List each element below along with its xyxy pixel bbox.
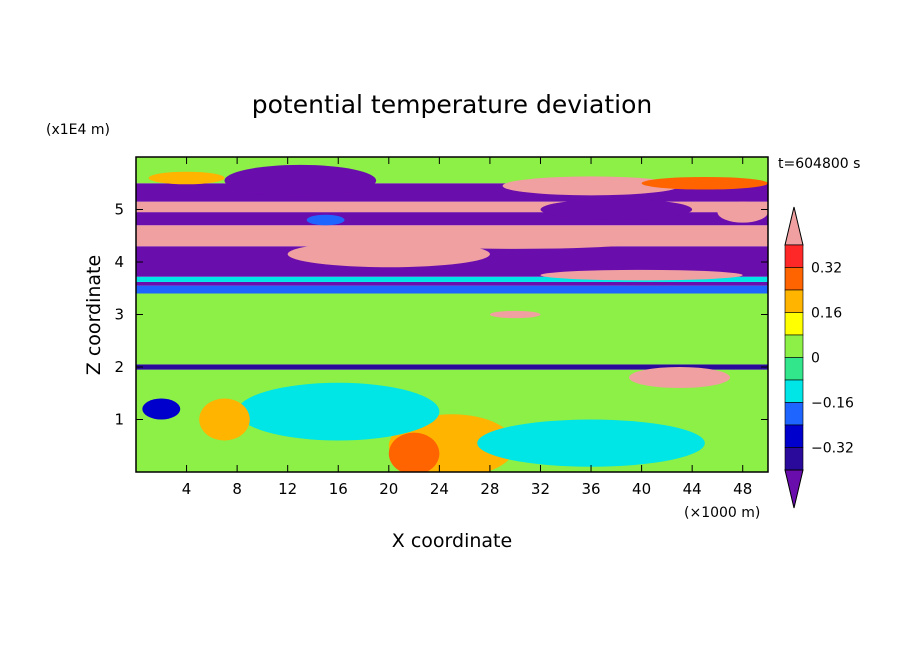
contour-band (136, 201, 768, 213)
contour-patch (224, 164, 377, 197)
contour-patch (388, 432, 440, 472)
contour-patch (641, 176, 768, 190)
colorbar-label: 0.32 (811, 261, 842, 277)
x-axis-label: X coordinate (392, 530, 512, 552)
x-tick-label: 8 (232, 480, 242, 498)
colorbar-label: 0.16 (811, 306, 842, 322)
contour-patch (628, 367, 731, 388)
contour-band (136, 285, 768, 294)
colorbar-segment (784, 402, 804, 426)
x-unit-label: (×1000 m) (684, 505, 760, 521)
colorbar-segment (784, 447, 804, 471)
plot-area (135, 156, 769, 473)
contour-patch (148, 171, 225, 185)
x-tick-label: 24 (430, 480, 449, 498)
contour-patch (502, 176, 680, 196)
contour-patch (287, 241, 490, 268)
x-tick-label: 40 (632, 480, 651, 498)
colorbar-bottom-arrow (784, 469, 804, 509)
contour-patch (717, 201, 768, 223)
time-label: t=604800 s (778, 156, 860, 172)
contour-patch (306, 214, 345, 226)
contour-patch (237, 382, 440, 441)
colorbar-label: −0.16 (811, 396, 854, 412)
x-axis-ticks: 4 8 12 16 20 24 28 32 36 40 44 48 (182, 157, 752, 498)
x-tick-label: 36 (581, 480, 600, 498)
contour-band (136, 276, 768, 282)
colorbar-segment (784, 424, 804, 448)
y-axis-ticks: 1 2 3 4 5 (114, 201, 768, 429)
contour-band (136, 293, 768, 365)
y-tick-label: 5 (114, 201, 124, 219)
x-tick-label: 12 (278, 480, 297, 498)
x-tick-label: 20 (379, 480, 398, 498)
contour-patch (489, 310, 541, 319)
colorbar-segment (784, 312, 804, 336)
contour-patch (540, 199, 693, 220)
x-tick-label: 48 (733, 480, 752, 498)
contour-patch (199, 398, 250, 441)
contour-band (136, 281, 768, 286)
y-tick-label: 1 (114, 411, 124, 429)
contour-patch (363, 227, 667, 249)
colorbar-segment (784, 244, 804, 268)
colorbar: 0.32 0.16 0 −0.16 −0.32 (784, 206, 854, 509)
colorbar-segment (784, 379, 804, 403)
colorbar-segment (784, 289, 804, 313)
contour-band (136, 272, 768, 277)
contour-band (136, 364, 768, 370)
y-unit-label: (x1E4 m) (46, 122, 110, 138)
colorbar-label: −0.32 (811, 441, 854, 457)
contour-patch (540, 269, 743, 281)
colorbar-label: 0 (811, 351, 820, 367)
x-tick-label: 32 (531, 480, 550, 498)
contour-patch (477, 419, 705, 467)
contour-patch (142, 398, 181, 420)
chart-title: potential temperature deviation (252, 90, 652, 119)
contour-fill (136, 157, 768, 472)
colorbar-segment (784, 334, 804, 358)
x-tick-label: 4 (182, 480, 192, 498)
colorbar-top-arrow (784, 206, 804, 246)
x-tick-label: 44 (683, 480, 702, 498)
x-tick-label: 28 (480, 480, 499, 498)
x-tick-label: 16 (329, 480, 348, 498)
y-tick-label: 3 (114, 306, 124, 324)
y-axis-label: Z coordinate (83, 255, 105, 375)
y-tick-label: 2 (114, 358, 124, 376)
y-tick-label: 4 (114, 253, 124, 271)
colorbar-segment (784, 357, 804, 381)
colorbar-segment (784, 267, 804, 291)
